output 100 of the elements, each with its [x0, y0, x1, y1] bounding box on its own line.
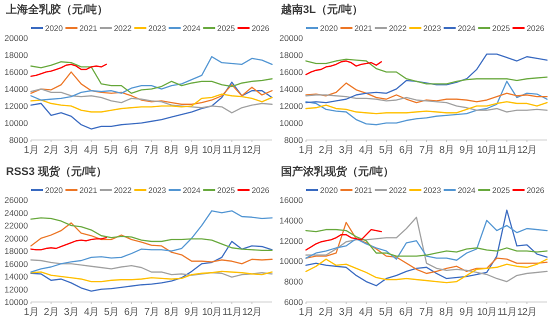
line-series [30, 71, 273, 105]
line-series [30, 56, 273, 101]
y-tick-label: 14000 [279, 84, 304, 94]
line-series [30, 82, 273, 130]
y-tick-label: 8000 [284, 135, 304, 145]
x-tick-label: 12月 [517, 145, 537, 156]
legend-label: 2026 [252, 186, 270, 195]
x-tick-label: 10月 [202, 307, 222, 318]
y-tick-label: 16000 [4, 67, 28, 77]
x-tick-label: 11月 [222, 145, 242, 156]
legend-label: 2020 [320, 24, 338, 33]
x-tick-label: 6月 [124, 145, 139, 156]
line-series [305, 60, 382, 76]
x-tick-label: 4月 [84, 307, 99, 318]
x-tick-label: 9月 [184, 145, 199, 156]
line-series [30, 217, 273, 252]
x-tick-label: 2月 [44, 145, 58, 156]
y-tick-label: 14000 [4, 272, 28, 282]
legend-label: 2025 [492, 24, 510, 33]
x-tick-label: 10月 [476, 145, 497, 156]
legend-label: 2026 [526, 24, 545, 33]
chart-title: 上海全乳胶（元/吨） [5, 3, 108, 16]
x-tick-label: 12月 [517, 307, 537, 318]
y-tick-label: 20000 [4, 33, 28, 43]
y-tick-label: 10000 [4, 118, 28, 128]
x-tick-label: 2月 [318, 145, 334, 156]
legend-label: 2024 [182, 186, 202, 195]
line-series [30, 88, 273, 114]
x-tick-label: 8月 [164, 145, 179, 156]
line-series [305, 82, 548, 104]
y-tick-label: 24000 [4, 208, 28, 218]
x-tick-label: 7月 [419, 307, 434, 318]
legend-label: 2021 [79, 24, 98, 33]
line-series [305, 94, 548, 113]
line-series [30, 259, 273, 278]
legend-label: 2020 [320, 186, 338, 195]
legend-label: 2022 [114, 24, 132, 33]
line-series [305, 101, 548, 114]
x-tick-label: 11月 [497, 145, 516, 156]
line-series [30, 240, 273, 292]
y-tick-label: 18000 [279, 50, 304, 60]
x-tick-label: 10月 [202, 145, 222, 156]
line-series [30, 270, 273, 282]
legend-label: 2025 [217, 24, 236, 33]
line-series [305, 220, 548, 261]
x-tick-label: 5月 [379, 307, 394, 318]
y-tick-label: 12000 [4, 101, 28, 111]
y-tick-label: 26000 [4, 195, 28, 205]
line-series [305, 222, 548, 274]
x-tick-label: 3月 [338, 307, 354, 318]
x-tick-label: 5月 [104, 307, 119, 318]
x-tick-label: 5月 [379, 145, 394, 156]
line-series [305, 228, 548, 257]
x-tick-label: 9月 [459, 307, 474, 318]
x-tick-label: 5月 [104, 145, 119, 156]
x-tick-label: 11月 [497, 307, 516, 318]
y-tick-label: 10000 [279, 118, 304, 128]
legend-label: 2025 [217, 186, 236, 195]
chart-title: RSS3 现货（元/吨） [6, 165, 107, 178]
y-tick-label: 12000 [4, 284, 28, 294]
y-tick-label: 12000 [279, 101, 304, 111]
x-tick-label: 6月 [124, 307, 139, 318]
legend-label: 2024 [182, 24, 202, 33]
x-tick-label: 8月 [164, 307, 179, 318]
x-tick-label: 10月 [476, 307, 497, 318]
x-tick-label: 6月 [399, 145, 414, 156]
y-tick-label: 10000 [4, 297, 28, 307]
legend-label: 2026 [526, 186, 545, 195]
legend-label: 2025 [492, 186, 510, 195]
y-tick-label: 8000 [9, 135, 28, 145]
x-tick-label: 1月 [24, 307, 38, 318]
x-tick-label: 2月 [318, 307, 334, 318]
y-tick-label: 12000 [279, 236, 304, 246]
x-tick-label: 7月 [419, 145, 434, 156]
line-series [305, 258, 548, 284]
y-tick-label: 6000 [284, 297, 304, 307]
x-tick-label: 1月 [298, 307, 314, 318]
legend-label: 2021 [354, 186, 373, 195]
y-tick-label: 14000 [4, 84, 28, 94]
legend-label: 2021 [354, 24, 373, 33]
x-tick-label: 7月 [144, 145, 159, 156]
x-tick-label: 12月 [242, 145, 262, 156]
x-tick-label: 11月 [222, 307, 242, 318]
line-series [305, 54, 548, 104]
line-series [30, 61, 273, 94]
legend-label: 2024 [458, 186, 476, 195]
legend-label: 2021 [79, 186, 98, 195]
legend-label: 2023 [148, 24, 167, 33]
x-tick-label: 3月 [64, 145, 78, 156]
legend-label: 2022 [388, 24, 408, 33]
x-tick-label: 3月 [64, 307, 78, 318]
x-tick-label: 7月 [144, 307, 159, 318]
chart-title: 越南3L（元/吨） [280, 3, 363, 16]
legend-label: 2020 [45, 186, 64, 195]
x-tick-label: 12月 [242, 307, 262, 318]
y-tick-label: 18000 [4, 50, 28, 60]
legend-label: 2026 [252, 24, 270, 33]
x-tick-label: 2月 [44, 307, 58, 318]
x-tick-label: 9月 [184, 307, 199, 318]
line-series [305, 58, 548, 85]
